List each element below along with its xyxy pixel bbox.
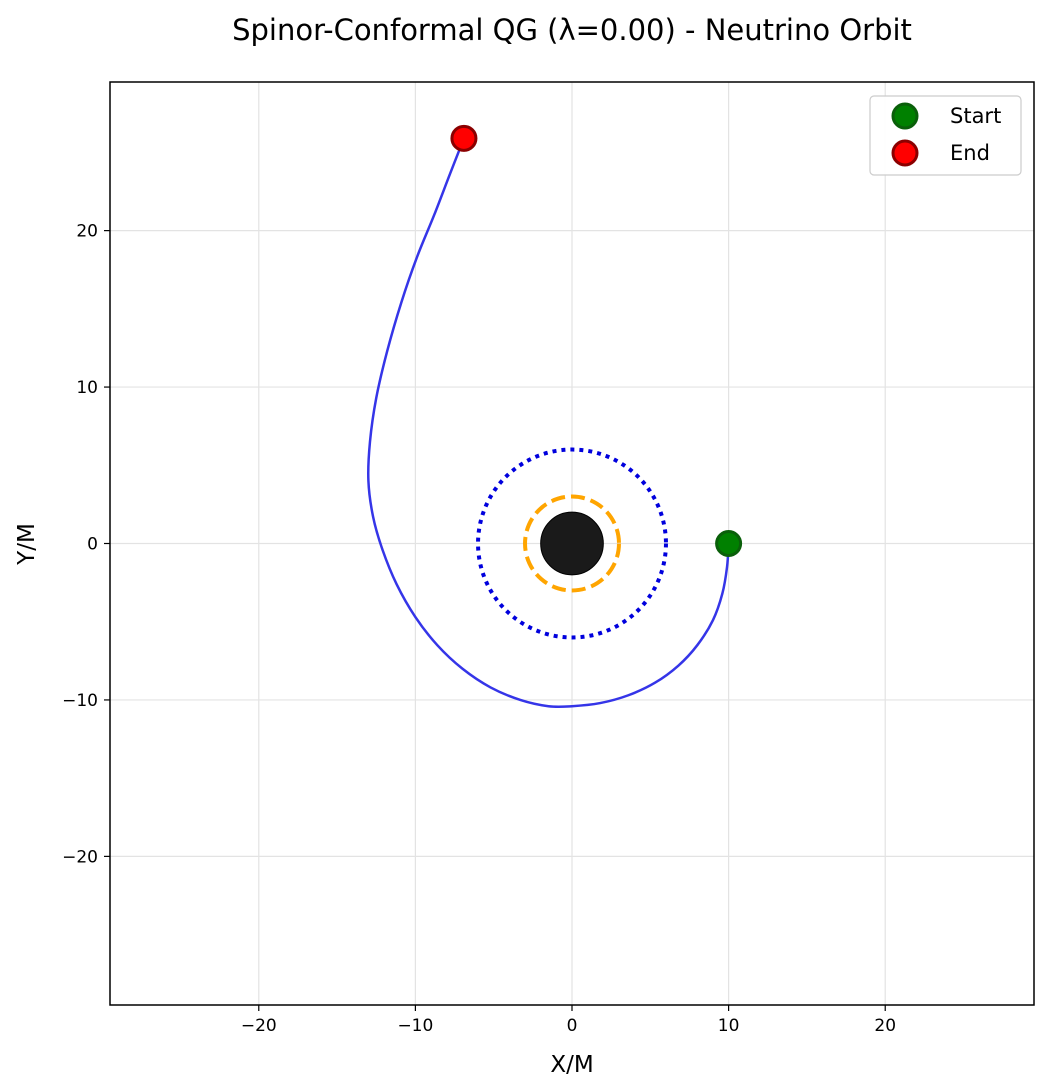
y-tick-label: −20 (62, 847, 98, 867)
x-tick-label: −20 (241, 1016, 277, 1036)
black-hole (540, 511, 604, 576)
y-tick-label: 10 (76, 378, 98, 398)
legend-label-start: Start (950, 104, 1001, 128)
legend-label-end: End (950, 141, 990, 165)
x-axis-label: X/M (550, 1052, 593, 1078)
legend: Start End (869, 95, 1022, 176)
plot-area (366, 124, 743, 709)
y-axis-label: Y/M (14, 523, 40, 566)
orbit-line (366, 137, 730, 709)
y-tick-label: 20 (76, 222, 98, 242)
grid (110, 82, 1034, 1005)
x-tick-label: 10 (718, 1016, 740, 1036)
x-tick-label: 20 (874, 1016, 896, 1036)
y-tick-label: −10 (62, 691, 98, 711)
x-tick-label: 0 (567, 1016, 578, 1036)
y-tick-label: 0 (87, 535, 98, 555)
chart-title: Spinor-Conformal QG (λ=0.00) - Neutrino … (232, 13, 912, 47)
end-marker (450, 124, 478, 152)
plot-frame (109, 81, 1035, 1006)
isco-ring (476, 447, 668, 640)
legend-swatch-start (891, 102, 919, 130)
legend-swatch-end (891, 139, 919, 167)
axis-ticks: −20 −10 0 10 20 −20 −10 0 10 20 (62, 222, 896, 1036)
photon-sphere-ring (523, 494, 621, 593)
x-tick-label: −10 (397, 1016, 433, 1036)
start-marker (715, 530, 743, 557)
